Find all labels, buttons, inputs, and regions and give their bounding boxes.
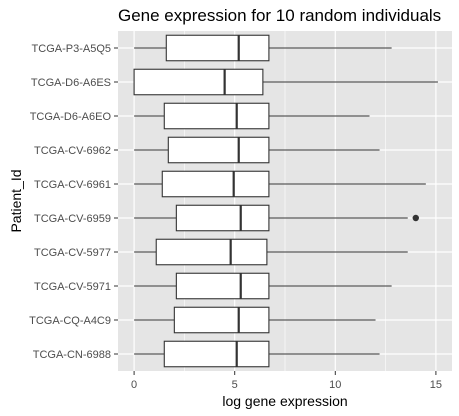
x-axis-title: log gene expression (222, 393, 347, 409)
x-tick-label: 10 (329, 379, 341, 391)
box-TCGA-CV-5977 (134, 238, 408, 266)
chart-title: Gene expression for 10 random individual… (118, 6, 441, 25)
box-TCGA-D6-A6ES (133, 68, 438, 96)
box-TCGA-D6-A6EO (134, 102, 370, 130)
x-axis: 0 5 10 15 (131, 371, 442, 391)
y-tick-label: TCGA-CV-5977 (34, 247, 111, 259)
y-tick-label: TCGA-CV-6959 (34, 213, 111, 225)
iqr-box (175, 204, 270, 232)
iqr-box (173, 306, 270, 334)
iqr-box (161, 170, 270, 198)
y-tick-label: TCGA-CV-5971 (34, 281, 111, 293)
y-tick-label: TCGA-P3-A5Q5 (32, 43, 111, 55)
box-TCGA-CV-6959 (134, 204, 419, 232)
y-tick-label: TCGA-D6-A6ES (31, 77, 111, 89)
box-TCGA-P3-A5Q5 (134, 34, 392, 62)
iqr-box (163, 340, 270, 368)
y-axis: TCGA-P3-A5Q5 TCGA-D6-A6ES TCGA-D6-A6EO TCGA… (29, 43, 118, 361)
boxes (133, 34, 438, 368)
iqr-box (165, 34, 270, 62)
box-TCGA-CV-5971 (134, 272, 392, 300)
x-tick-label: 0 (131, 379, 137, 391)
x-tick-label: 5 (232, 379, 238, 391)
box-TCGA-CV-6961 (134, 170, 426, 198)
y-tick-label: TCGA-D6-A6EO (30, 111, 112, 123)
y-axis-title: Patient_Id (8, 169, 24, 232)
iqr-box (167, 136, 270, 164)
y-tick-label: TCGA-CQ-A4C9 (29, 315, 111, 327)
iqr-box (133, 68, 264, 96)
iqr-box (175, 272, 270, 300)
y-tick-label: TCGA-CV-6961 (34, 179, 111, 191)
y-tick-label: TCGA-CV-6962 (34, 145, 111, 157)
iqr-box (163, 102, 270, 130)
box-TCGA-CQ-A4C9 (134, 306, 376, 334)
box-TCGA-CN-6988 (134, 340, 380, 368)
y-tick-label: TCGA-CN-6988 (33, 349, 111, 361)
iqr-box (155, 238, 268, 266)
outlier-point (412, 214, 419, 222)
x-tick-label: 15 (430, 379, 442, 391)
box-TCGA-CV-6962 (134, 136, 380, 164)
